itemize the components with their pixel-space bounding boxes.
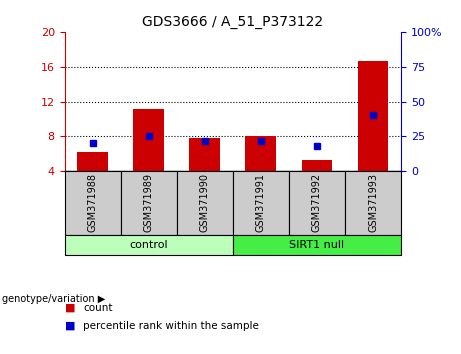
Bar: [121, 171, 177, 235]
Bar: [77, 152, 108, 171]
Text: GSM371993: GSM371993: [368, 173, 378, 233]
Text: GSM371991: GSM371991: [256, 173, 266, 233]
Bar: [133, 109, 164, 171]
Text: SIRT1 null: SIRT1 null: [290, 240, 344, 250]
Bar: [301, 160, 332, 171]
Text: GSM371989: GSM371989: [144, 173, 154, 233]
Bar: [289, 171, 345, 235]
Bar: [177, 171, 233, 235]
Text: genotype/variation ▶: genotype/variation ▶: [2, 294, 106, 304]
Text: control: control: [130, 240, 168, 250]
Text: ■: ■: [65, 303, 78, 313]
Bar: [345, 171, 401, 235]
Bar: [245, 136, 276, 171]
Bar: [358, 61, 389, 171]
Title: GDS3666 / A_51_P373122: GDS3666 / A_51_P373122: [142, 16, 323, 29]
Text: count: count: [83, 303, 112, 313]
Text: GSM371990: GSM371990: [200, 173, 210, 233]
Bar: [65, 235, 233, 255]
Bar: [233, 235, 401, 255]
Text: GSM371988: GSM371988: [88, 173, 98, 233]
Text: percentile rank within the sample: percentile rank within the sample: [83, 321, 259, 331]
Text: ■: ■: [65, 321, 78, 331]
Text: GSM371992: GSM371992: [312, 173, 322, 233]
Bar: [65, 171, 121, 235]
Bar: [189, 138, 220, 171]
Bar: [233, 171, 289, 235]
